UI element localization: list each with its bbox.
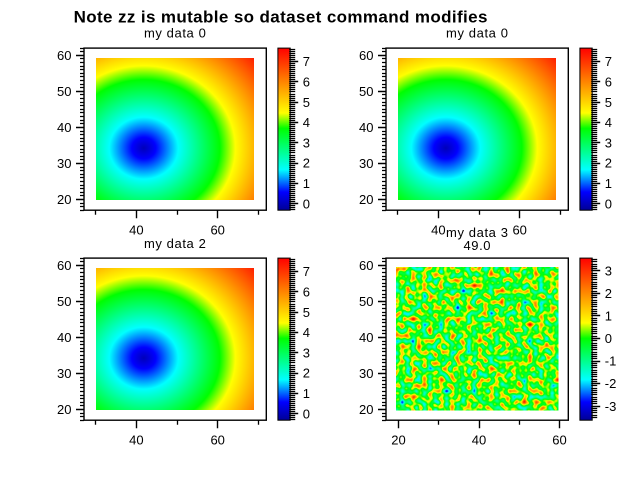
svg-text:20: 20 (359, 402, 373, 417)
svg-text:60: 60 (210, 222, 224, 237)
svg-text:60: 60 (359, 258, 373, 273)
svg-text:my data 0: my data 0 (144, 26, 207, 41)
svg-text:4: 4 (303, 115, 310, 130)
svg-text:3: 3 (303, 345, 310, 360)
svg-text:1: 1 (605, 176, 612, 191)
svg-text:-2: -2 (605, 376, 617, 391)
svg-text:30: 30 (359, 156, 373, 171)
svg-text:40: 40 (431, 222, 445, 237)
svg-text:3: 3 (605, 135, 612, 150)
svg-text:20: 20 (57, 192, 71, 207)
svg-text:6: 6 (303, 284, 310, 299)
svg-text:50: 50 (57, 294, 71, 309)
svg-text:20: 20 (391, 432, 405, 447)
svg-text:6: 6 (605, 74, 612, 89)
svg-text:30: 30 (57, 156, 71, 171)
svg-text:20: 20 (359, 192, 373, 207)
svg-text:60: 60 (512, 222, 526, 237)
svg-text:50: 50 (57, 84, 71, 99)
svg-text:5: 5 (303, 305, 310, 320)
svg-text:60: 60 (57, 258, 71, 273)
svg-text:0: 0 (303, 196, 310, 211)
svg-text:my data 0: my data 0 (446, 26, 509, 41)
svg-text:0: 0 (303, 406, 310, 421)
svg-text:50: 50 (359, 84, 373, 99)
svg-text:4: 4 (303, 325, 310, 340)
svg-text:-3: -3 (605, 399, 617, 414)
svg-text:40: 40 (472, 432, 486, 447)
svg-text:40: 40 (359, 120, 373, 135)
svg-text:40: 40 (129, 432, 143, 447)
svg-text:7: 7 (605, 54, 612, 69)
svg-text:2: 2 (303, 156, 310, 171)
svg-text:60: 60 (57, 48, 71, 63)
svg-text:-1: -1 (605, 354, 617, 369)
svg-text:5: 5 (605, 95, 612, 110)
svg-text:0: 0 (605, 331, 612, 346)
svg-text:40: 40 (57, 120, 71, 135)
svg-text:4: 4 (605, 115, 612, 130)
svg-text:40: 40 (359, 330, 373, 345)
svg-text:Note zz is mutable so dataset: Note zz is mutable so dataset command mo… (74, 8, 488, 27)
svg-text:7: 7 (303, 54, 310, 69)
svg-text:49.0: 49.0 (463, 238, 491, 253)
svg-text:5: 5 (303, 95, 310, 110)
svg-text:2: 2 (605, 156, 612, 171)
svg-text:7: 7 (303, 264, 310, 279)
svg-text:30: 30 (57, 366, 71, 381)
svg-text:50: 50 (359, 294, 373, 309)
svg-text:20: 20 (57, 402, 71, 417)
svg-text:60: 60 (359, 48, 373, 63)
svg-text:my data 3: my data 3 (446, 225, 509, 240)
svg-text:40: 40 (129, 222, 143, 237)
svg-text:1: 1 (605, 309, 612, 324)
svg-text:0: 0 (605, 196, 612, 211)
svg-text:60: 60 (210, 432, 224, 447)
svg-text:2: 2 (303, 366, 310, 381)
svg-text:2: 2 (605, 286, 612, 301)
svg-text:1: 1 (303, 176, 310, 191)
svg-text:40: 40 (57, 330, 71, 345)
svg-text:30: 30 (359, 366, 373, 381)
svg-text:3: 3 (303, 135, 310, 150)
svg-text:my data 2: my data 2 (144, 236, 207, 251)
svg-text:3: 3 (605, 264, 612, 279)
svg-text:60: 60 (552, 432, 566, 447)
svg-text:6: 6 (303, 74, 310, 89)
svg-text:1: 1 (303, 386, 310, 401)
